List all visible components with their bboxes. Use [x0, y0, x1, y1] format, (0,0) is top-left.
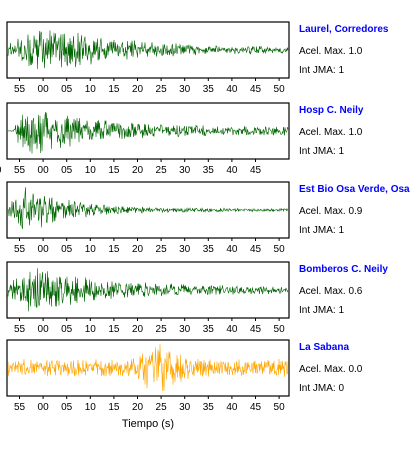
tick-label: 25 [156, 84, 168, 95]
tick-label: 55 [14, 165, 26, 176]
tick-label: 35 [203, 165, 215, 176]
x-axis-title: Tiempo (s) [122, 418, 174, 430]
jma-intensity-label: Int JMA: 1 [299, 225, 344, 236]
tick-label: 40 [226, 84, 238, 95]
waveform-trace [7, 187, 289, 229]
waveform-trace [7, 344, 289, 392]
tick-label: 10 [85, 165, 97, 176]
tick-label: 20 [132, 324, 144, 335]
tick-label: 20 [132, 84, 144, 95]
tick-label: 00 [38, 402, 50, 413]
tick-label: 05 [61, 244, 73, 255]
acel-max-label: Acel. Max. 0.6 [299, 286, 363, 297]
jma-intensity-label: Int JMA: 1 [299, 146, 344, 157]
tick-label: 30 [179, 402, 191, 413]
station-panel: 50 55 00 05 10 15 20 25 30 35 40 45 Hosp C. Neily Ace… [0, 102, 364, 176]
station-panel: 55 00 05 10 15 20 25 30 35 40 45 50 Est Bio Osa Verd… [6, 181, 410, 255]
tick-label: 40 [226, 402, 238, 413]
tick-label: 20 [132, 244, 144, 255]
tick-label: 45 [250, 165, 262, 176]
tick-label: 05 [61, 324, 73, 335]
tick-label: 50 [0, 165, 2, 176]
tick-label: 50 [274, 84, 286, 95]
station-panel: 55 00 05 10 15 20 25 30 35 40 45 50 La Sabana Acel. M… [6, 339, 363, 413]
acel-max-label: Acel. Max. 0.9 [299, 206, 363, 217]
waveform-trace [7, 268, 289, 312]
tick-label: 35 [203, 84, 215, 95]
tick-label: 20 [132, 402, 144, 413]
tick-label: 20 [132, 165, 144, 176]
tick-label: 55 [14, 402, 26, 413]
tick-label: 50 [274, 402, 286, 413]
tick-label: 05 [61, 84, 73, 95]
tick-label: 40 [226, 324, 238, 335]
station-name: Laurel, Corredores [299, 24, 389, 35]
tick-label: 55 [14, 244, 26, 255]
station-panel: 55 00 05 10 15 20 25 30 35 40 45 50 Laurel, Corredor… [6, 21, 389, 95]
tick-label: 30 [179, 84, 191, 95]
station-name: La Sabana [299, 342, 349, 353]
waveform-trace [7, 111, 289, 154]
station-panel: 55 00 05 10 15 20 25 30 35 40 45 50 Bomberos C. Neil… [6, 261, 388, 335]
tick-label: 00 [38, 244, 50, 255]
jma-intensity-label: Int JMA: 1 [299, 305, 344, 316]
tick-label: 45 [250, 324, 262, 335]
tick-label: 45 [250, 84, 262, 95]
tick-label: 45 [250, 244, 262, 255]
tick-label: 10 [85, 402, 97, 413]
tick-label: 15 [108, 402, 120, 413]
tick-label: 00 [38, 324, 50, 335]
jma-intensity-label: Int JMA: 0 [299, 383, 344, 394]
tick-label: 10 [85, 84, 97, 95]
tick-label: 00 [38, 84, 50, 95]
tick-label: 15 [108, 244, 120, 255]
tick-label: 30 [179, 244, 191, 255]
tick-label: 55 [14, 84, 26, 95]
tick-label: 30 [179, 324, 191, 335]
tick-label: 50 [274, 324, 286, 335]
tick-label: 15 [108, 84, 120, 95]
tick-label: 00 [38, 165, 50, 176]
tick-label: 05 [61, 165, 73, 176]
station-name: Hosp C. Neily [299, 105, 364, 116]
tick-label: 45 [250, 402, 262, 413]
tick-label: 40 [226, 165, 238, 176]
panel-frame [6, 261, 290, 319]
tick-label: 55 [14, 324, 26, 335]
tick-label: 05 [61, 402, 73, 413]
tick-label: 30 [179, 165, 191, 176]
station-name: Est Bio Osa Verde, Osa [299, 184, 410, 195]
jma-intensity-label: Int JMA: 1 [299, 65, 344, 76]
acel-max-label: Acel. Max. 1.0 [299, 46, 363, 57]
tick-label: 35 [203, 244, 215, 255]
tick-label: 25 [156, 402, 168, 413]
acel-max-label: Acel. Max. 1.0 [299, 127, 363, 138]
acel-max-label: Acel. Max. 0.0 [299, 364, 363, 375]
station-name: Bomberos C. Neily [299, 264, 388, 275]
tick-label: 25 [156, 165, 168, 176]
tick-label: 15 [108, 324, 120, 335]
tick-label: 35 [203, 402, 215, 413]
tick-label: 50 [274, 244, 286, 255]
tick-label: 10 [85, 244, 97, 255]
tick-label: 25 [156, 324, 168, 335]
waveform-trace [7, 30, 289, 70]
tick-label: 10 [85, 324, 97, 335]
tick-label: 15 [108, 165, 120, 176]
tick-label: 35 [203, 324, 215, 335]
tick-label: 25 [156, 244, 168, 255]
tick-label: 40 [226, 244, 238, 255]
panels-group: 55 00 05 10 15 20 25 30 35 40 45 50 Laurel, Corredor… [0, 21, 410, 413]
